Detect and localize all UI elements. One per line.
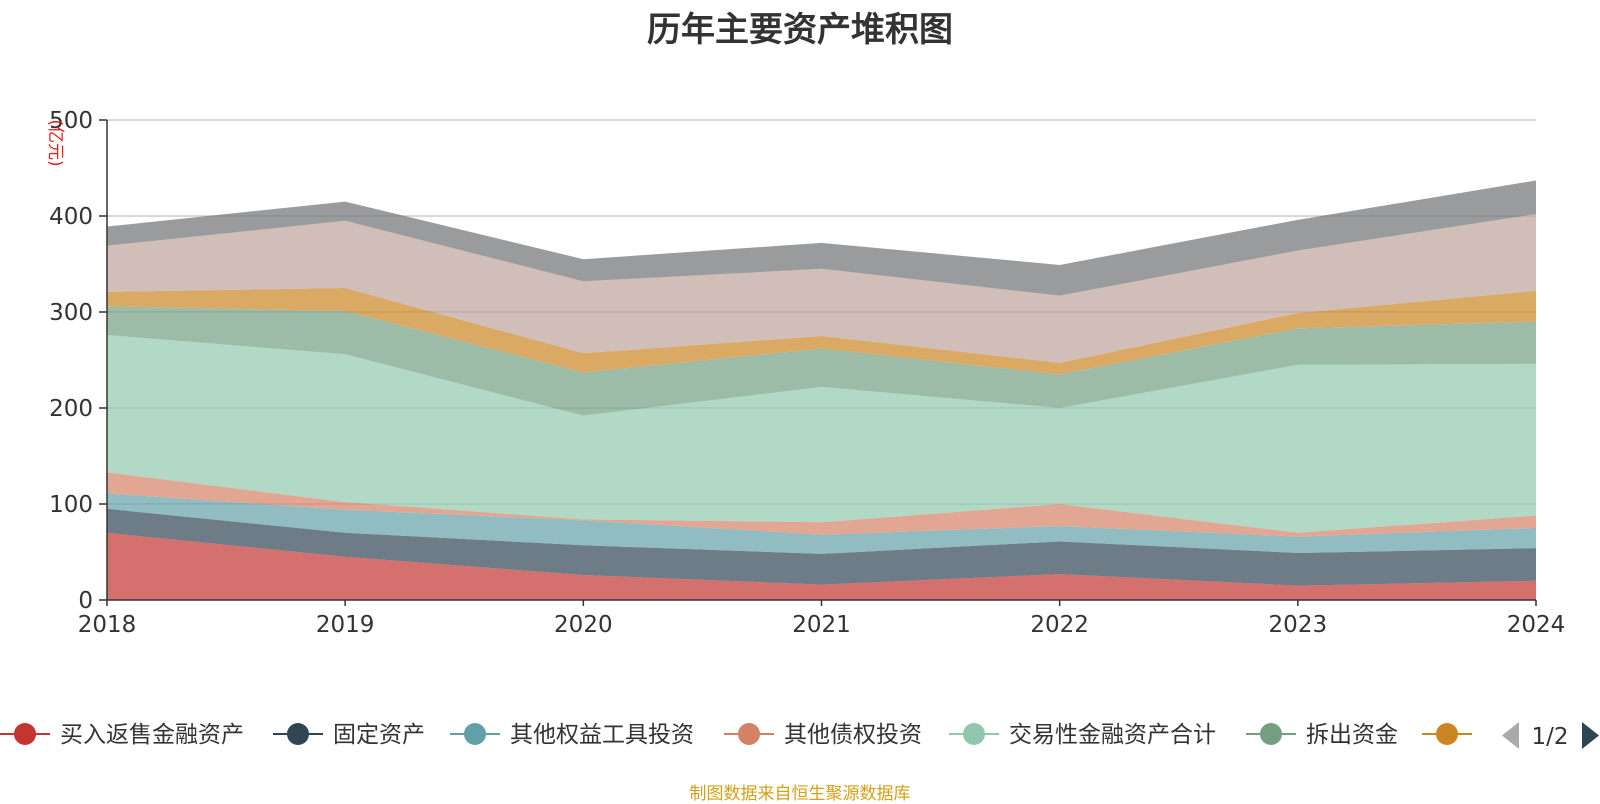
area-series-9 — [107, 180, 1536, 296]
legend-marker — [1260, 723, 1282, 745]
legend-pager: 1/2 — [1502, 722, 1599, 750]
chart-title: 历年主要资产堆积图 — [647, 10, 953, 50]
x-tick-label: 2020 — [554, 612, 613, 638]
area-series — [107, 180, 1536, 600]
area-series-6 — [107, 306, 1536, 416]
legend-marker — [963, 723, 985, 745]
area-series-2 — [107, 508, 1536, 586]
x-axis-ticks: 2018 2019 2020 2021 2022 2023 2024 — [78, 600, 1566, 638]
y-tick-label: 500 — [49, 108, 93, 134]
y-tick-label: 100 — [49, 492, 93, 518]
legend-item-3[interactable]: 其他权益工具投资 — [450, 722, 694, 748]
legend-item-7[interactable] — [1422, 723, 1472, 745]
legend-label: 拆出资金 — [1306, 722, 1398, 748]
x-tick-label: 2022 — [1030, 612, 1089, 638]
area-series-8 — [107, 214, 1536, 363]
y-tick-label: 200 — [49, 396, 93, 422]
legend-marker — [14, 723, 36, 745]
x-tick-label: 2019 — [316, 612, 375, 638]
legend-item-5[interactable]: 交易性金融资产合计 — [949, 722, 1216, 748]
x-tick-label: 2023 — [1269, 612, 1328, 638]
y-tick-label: 300 — [49, 300, 93, 326]
legend-marker — [738, 723, 760, 745]
x-tick-label: 2024 — [1507, 612, 1566, 638]
legend-next-page-button[interactable] — [1582, 722, 1599, 749]
legend-item-4[interactable]: 其他债权投资 — [724, 722, 922, 748]
y-axis-ticks: 0 100 200 300 400 500 — [49, 108, 107, 614]
legend-marker — [464, 723, 486, 745]
legend-item-2[interactable]: 固定资产 — [273, 722, 425, 748]
area-series-5 — [107, 335, 1536, 533]
legend-page-indicator: 1/2 — [1531, 724, 1568, 750]
area-series-3 — [107, 493, 1536, 554]
legend-marker — [1436, 723, 1458, 745]
legend-label: 交易性金融资产合计 — [1009, 722, 1216, 748]
y-tick-label: 0 — [78, 588, 93, 614]
legend-label: 固定资产 — [333, 722, 425, 748]
legend: 买入返售金融资产 固定资产 其他权益工具投资 其他债权投资 交易性金融资产合计 拆出资金 — [0, 722, 1472, 748]
legend-marker — [287, 723, 309, 745]
legend-label: 其他权益工具投资 — [510, 722, 694, 748]
x-tick-label: 2018 — [78, 612, 137, 638]
y-tick-label: 400 — [49, 204, 93, 230]
data-source-note: 制图数据来自恒生聚源数据库 — [689, 784, 911, 804]
area-series-7 — [107, 288, 1536, 375]
legend-item-1[interactable]: 买入返售金融资产 — [0, 722, 244, 748]
legend-item-6[interactable]: 拆出资金 — [1246, 722, 1398, 748]
y-axis-label: (亿元) — [45, 119, 65, 166]
legend-label: 买入返售金融资产 — [60, 722, 244, 748]
legend-label: 其他债权投资 — [784, 722, 922, 748]
area-series-1 — [107, 532, 1536, 600]
legend-prev-page-button[interactable] — [1502, 722, 1519, 749]
area-series-4 — [107, 472, 1536, 537]
x-tick-label: 2021 — [792, 612, 851, 638]
